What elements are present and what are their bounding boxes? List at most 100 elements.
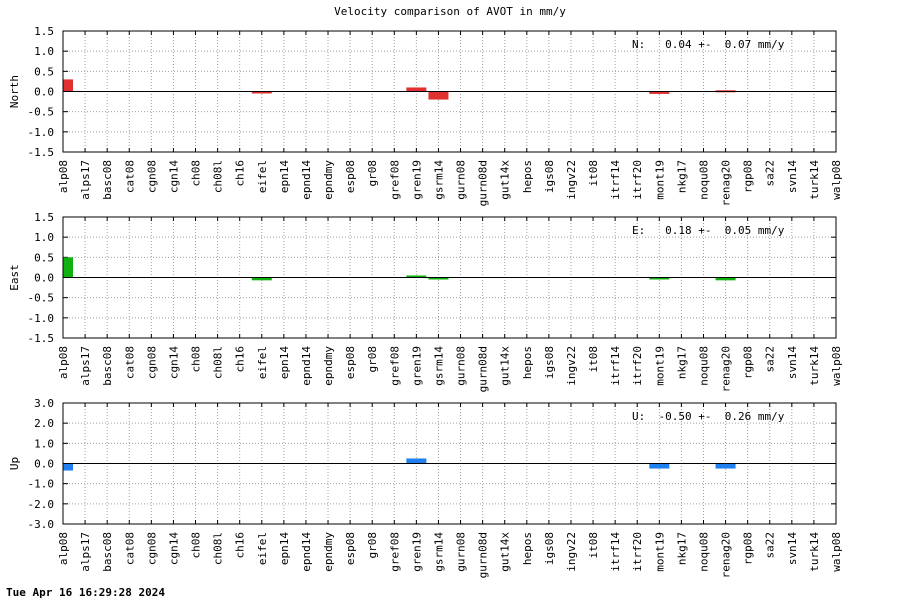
bar-renag20 <box>715 463 736 469</box>
x-tick-label: basc08 <box>101 532 114 572</box>
x-tick-label: svn14 <box>786 532 799 565</box>
x-tick-label: cat08 <box>123 346 136 379</box>
x-tick-label: itrf20 <box>631 532 644 572</box>
x-tick-label: epn14 <box>278 346 291 379</box>
bar-mont19 <box>649 91 670 94</box>
y-tick-label: 0.5 <box>34 251 54 264</box>
x-tick-label: it08 <box>587 346 600 373</box>
x-tick-label: gref08 <box>388 346 401 386</box>
y-tick-label: 0.0 <box>34 86 54 99</box>
x-tick-label: gsrm14 <box>432 532 445 572</box>
bar-gsrm14 <box>428 91 449 100</box>
x-tick-label: alps17 <box>79 160 92 200</box>
y-tick-label: 1.0 <box>34 437 54 450</box>
stats-annotation: N: 0.04 +- 0.07 mm/y <box>632 38 785 51</box>
x-tick-label: mont19 <box>653 160 666 200</box>
stats-annotation: E: 0.18 +- 0.05 mm/y <box>632 224 785 237</box>
x-tick-label: renag20 <box>720 346 733 392</box>
x-tick-label: gren19 <box>410 346 423 386</box>
x-tick-label: ingv22 <box>565 346 578 386</box>
x-tick-label: epn14 <box>278 160 291 193</box>
bar-eifel <box>251 277 272 281</box>
x-tick-label: gr08 <box>366 532 379 559</box>
y-tick-label: 0.5 <box>34 65 54 78</box>
x-tick-label: ch16 <box>234 346 247 373</box>
x-tick-label: eifel <box>256 532 269 565</box>
x-tick-label: gsrm14 <box>432 346 445 386</box>
x-tick-label: nkg17 <box>675 532 688 565</box>
x-tick-label: cgn14 <box>167 346 180 379</box>
x-tick-label: noqu08 <box>697 532 710 572</box>
x-tick-label: gurn08 <box>455 160 468 200</box>
plot-border <box>62 216 837 339</box>
x-tick-label: mont19 <box>653 532 666 572</box>
x-tick-label: hepos <box>521 532 534 565</box>
bar-renag20 <box>715 277 736 281</box>
x-tick-label: ingv22 <box>565 160 578 200</box>
x-tick-label: gref08 <box>388 160 401 200</box>
bar-mont19 <box>649 463 670 469</box>
x-tick-label: gurn08 <box>455 532 468 572</box>
x-tick-label: ch16 <box>234 532 247 559</box>
bar-alp08 <box>63 463 73 471</box>
x-tick-label: turk14 <box>808 346 821 386</box>
x-tick-label: gr08 <box>366 160 379 187</box>
stats-annotation: U: -0.50 +- 0.26 mm/y <box>632 410 785 423</box>
x-tick-label: gurn08 <box>455 346 468 386</box>
x-tick-label: sa22 <box>764 346 777 373</box>
x-tick-label: epndmy <box>322 160 335 200</box>
y-tick-label: 3.0 <box>34 397 54 410</box>
x-tick-label: gurn08d <box>477 346 490 392</box>
x-tick-label: it08 <box>587 532 600 559</box>
x-tick-label: it08 <box>587 160 600 187</box>
x-tick-label: cgn14 <box>167 160 180 193</box>
x-tick-label: itrf14 <box>609 532 622 572</box>
panel-east: -1.5 -1.0 -0.5 0.0 0.5 1.0 1.5 alp08 alps17 basc0… <box>8 211 843 392</box>
x-tick-label: gurn08d <box>477 160 490 206</box>
plot-border <box>62 402 837 525</box>
timestamp-footer: Tue Apr 16 16:29:28 2024 <box>6 586 165 599</box>
x-tick-label: esp08 <box>344 160 357 193</box>
bar-gren19 <box>406 275 427 278</box>
x-tick-label: igs08 <box>543 532 556 565</box>
x-tick-label: alp08 <box>57 532 70 565</box>
x-tick-label: svn14 <box>786 160 799 193</box>
x-tick-label: ch08l <box>212 532 225 565</box>
bar-alp08 <box>63 79 73 92</box>
bar-gsrm14 <box>428 277 449 280</box>
x-tick-label: hepos <box>521 160 534 193</box>
x-tick-label: gut14x <box>499 160 512 200</box>
x-tick-label: noqu08 <box>697 160 710 200</box>
x-tick-label: renag20 <box>720 160 733 206</box>
x-tick-label: epnd14 <box>300 346 313 386</box>
x-tick-label: ch08 <box>190 160 203 187</box>
x-tick-label: sa22 <box>764 160 777 187</box>
x-tick-label: mont19 <box>653 346 666 386</box>
x-tick-label: cat08 <box>123 160 136 193</box>
x-tick-label: gref08 <box>388 532 401 572</box>
bar-alp08 <box>63 257 73 278</box>
x-tick-label: ch16 <box>234 160 247 187</box>
bar-gren19 <box>406 458 427 464</box>
x-tick-label: gsrm14 <box>432 160 445 200</box>
x-tick-label: cgn08 <box>145 532 158 565</box>
y-axis-label: Up <box>8 457 21 470</box>
x-tick-label: cgn14 <box>167 532 180 565</box>
x-tick-label: gut14x <box>499 346 512 386</box>
x-tick-label: gren19 <box>410 532 423 572</box>
x-tick-label: ch08 <box>190 346 203 373</box>
y-tick-label: 1.5 <box>34 211 54 224</box>
x-tick-label: sa22 <box>764 532 777 559</box>
x-tick-label: renag20 <box>720 532 733 578</box>
y-tick-label: 0.0 <box>34 458 54 471</box>
x-tick-label: basc08 <box>101 160 114 200</box>
chart-title: Velocity comparison of AVOT in mm/y <box>334 5 566 18</box>
x-tick-label: gr08 <box>366 346 379 373</box>
x-tick-label: epndmy <box>322 346 335 386</box>
x-tick-label: ch08l <box>212 346 225 379</box>
x-tick-label: alp08 <box>57 160 70 193</box>
y-axis-label: East <box>8 264 21 291</box>
x-tick-label: cgn08 <box>145 160 158 193</box>
x-tick-label: epndmy <box>322 532 335 572</box>
